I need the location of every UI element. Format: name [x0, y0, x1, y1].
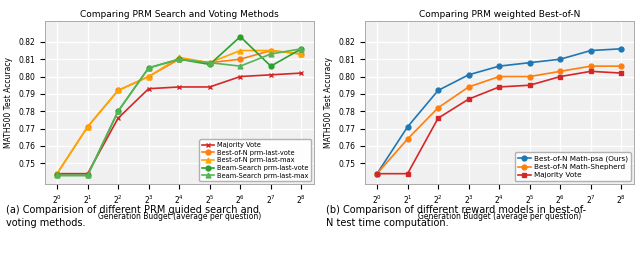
Beam-Search prm-last-max: [175, 58, 183, 61]
Best-of-N prm-last-vote: [115, 89, 122, 92]
Line: Beam-Search prm-last-max: Beam-Search prm-last-max: [54, 46, 304, 178]
Best-of-N prm-last-vote: [298, 52, 305, 55]
Majority Vote: [587, 70, 595, 73]
Best-of-N Math-Shepherd: [587, 64, 595, 68]
Beam-Search prm-last-vote: [84, 174, 92, 177]
X-axis label: Generation Budget (average per question): Generation Budget (average per question): [417, 212, 581, 221]
Majority Vote: [526, 84, 534, 87]
Beam-Search prm-last-vote: [206, 63, 214, 66]
X-axis label: Generation Budget (average per question): Generation Budget (average per question): [97, 212, 261, 221]
Text: (a) Comparision of different PRM guided search and
voting methods.: (a) Comparision of different PRM guided …: [6, 205, 259, 228]
Y-axis label: MATH500 Test Accuracy: MATH500 Test Accuracy: [4, 57, 13, 148]
Best-of-N prm-last-max: [236, 49, 244, 52]
Best-of-N prm-last-max: [298, 52, 305, 55]
Line: Majority Vote: Majority Vote: [54, 71, 304, 176]
Line: Majority Vote: Majority Vote: [374, 69, 624, 176]
Best-of-N Math-psa (Ours): [618, 47, 625, 50]
Beam-Search prm-last-max: [298, 47, 305, 50]
Best-of-N prm-last-vote: [206, 61, 214, 64]
Best-of-N Math-Shepherd: [495, 75, 503, 78]
Best-of-N prm-last-max: [115, 89, 122, 92]
Best-of-N Math-Shepherd: [465, 85, 472, 89]
Beam-Search prm-last-vote: [267, 64, 275, 68]
Majority Vote: [298, 72, 305, 75]
Best-of-N prm-last-vote: [267, 49, 275, 52]
Best-of-N Math-Shepherd: [404, 138, 412, 141]
Line: Best-of-N prm-last-vote: Best-of-N prm-last-vote: [54, 48, 304, 176]
Best-of-N Math-Shepherd: [526, 75, 534, 78]
Beam-Search prm-last-max: [236, 64, 244, 68]
Y-axis label: MATH500 Test Accuracy: MATH500 Test Accuracy: [324, 57, 333, 148]
Beam-Search prm-last-max: [267, 52, 275, 55]
Majority Vote: [267, 73, 275, 76]
Beam-Search prm-last-vote: [298, 47, 305, 50]
Majority Vote: [495, 85, 503, 89]
Majority Vote: [556, 75, 564, 78]
Beam-Search prm-last-max: [53, 174, 61, 177]
Title: Comparing PRM Search and Voting Methods: Comparing PRM Search and Voting Methods: [80, 10, 278, 19]
Best-of-N Math-psa (Ours): [587, 49, 595, 52]
Majority Vote: [435, 117, 442, 120]
Beam-Search prm-last-max: [115, 110, 122, 113]
Line: Beam-Search prm-last-vote: Beam-Search prm-last-vote: [54, 34, 304, 178]
Legend: Best-of-N Math-psa (Ours), Best-of-N Math-Shepherd, Majority Vote: Best-of-N Math-psa (Ours), Best-of-N Mat…: [515, 153, 630, 181]
Best-of-N prm-last-max: [84, 125, 92, 128]
Majority Vote: [236, 75, 244, 78]
Majority Vote: [84, 172, 92, 175]
Line: Best-of-N Math-Shepherd: Best-of-N Math-Shepherd: [374, 64, 624, 176]
Best-of-N Math-psa (Ours): [373, 172, 381, 175]
Beam-Search prm-last-vote: [53, 174, 61, 177]
Beam-Search prm-last-max: [84, 174, 92, 177]
Best-of-N Math-psa (Ours): [435, 89, 442, 92]
Best-of-N Math-Shepherd: [373, 172, 381, 175]
Majority Vote: [206, 85, 214, 89]
Best-of-N Math-Shepherd: [435, 106, 442, 109]
Best-of-N Math-psa (Ours): [526, 61, 534, 64]
Legend: Majority Vote, Best-of-N prm-last-vote, Best-of-N prm-last-max, Beam-Search prm-: Majority Vote, Best-of-N prm-last-vote, …: [200, 139, 311, 181]
Best-of-N prm-last-max: [267, 49, 275, 52]
Best-of-N prm-last-max: [53, 172, 61, 175]
Beam-Search prm-last-max: [145, 66, 152, 69]
Line: Best-of-N Math-psa (Ours): Best-of-N Math-psa (Ours): [374, 46, 624, 176]
Majority Vote: [115, 117, 122, 120]
Majority Vote: [404, 172, 412, 175]
Best-of-N Math-Shepherd: [556, 70, 564, 73]
Best-of-N prm-last-vote: [84, 125, 92, 128]
Best-of-N Math-psa (Ours): [495, 64, 503, 68]
Best-of-N prm-last-max: [206, 61, 214, 64]
Best-of-N Math-Shepherd: [618, 64, 625, 68]
Best-of-N Math-psa (Ours): [556, 58, 564, 61]
Majority Vote: [145, 87, 152, 90]
Best-of-N Math-psa (Ours): [404, 125, 412, 128]
Best-of-N Math-psa (Ours): [465, 73, 472, 76]
Best-of-N prm-last-max: [175, 56, 183, 59]
Beam-Search prm-last-vote: [175, 58, 183, 61]
Best-of-N prm-last-vote: [236, 58, 244, 61]
Beam-Search prm-last-vote: [115, 110, 122, 113]
Text: (b) Comparison of different reward models in best-of-
N test time computation.: (b) Comparison of different reward model…: [326, 205, 586, 228]
Majority Vote: [175, 85, 183, 89]
Majority Vote: [618, 72, 625, 75]
Majority Vote: [465, 98, 472, 101]
Best-of-N prm-last-vote: [145, 75, 152, 78]
Beam-Search prm-last-max: [206, 61, 214, 64]
Best-of-N prm-last-max: [145, 75, 152, 78]
Majority Vote: [373, 172, 381, 175]
Majority Vote: [53, 172, 61, 175]
Best-of-N prm-last-vote: [53, 172, 61, 175]
Line: Best-of-N prm-last-max: Best-of-N prm-last-max: [54, 48, 304, 176]
Beam-Search prm-last-vote: [145, 66, 152, 69]
Beam-Search prm-last-vote: [236, 35, 244, 38]
Best-of-N prm-last-vote: [175, 58, 183, 61]
Title: Comparing PRM weighted Best-of-N: Comparing PRM weighted Best-of-N: [419, 10, 580, 19]
